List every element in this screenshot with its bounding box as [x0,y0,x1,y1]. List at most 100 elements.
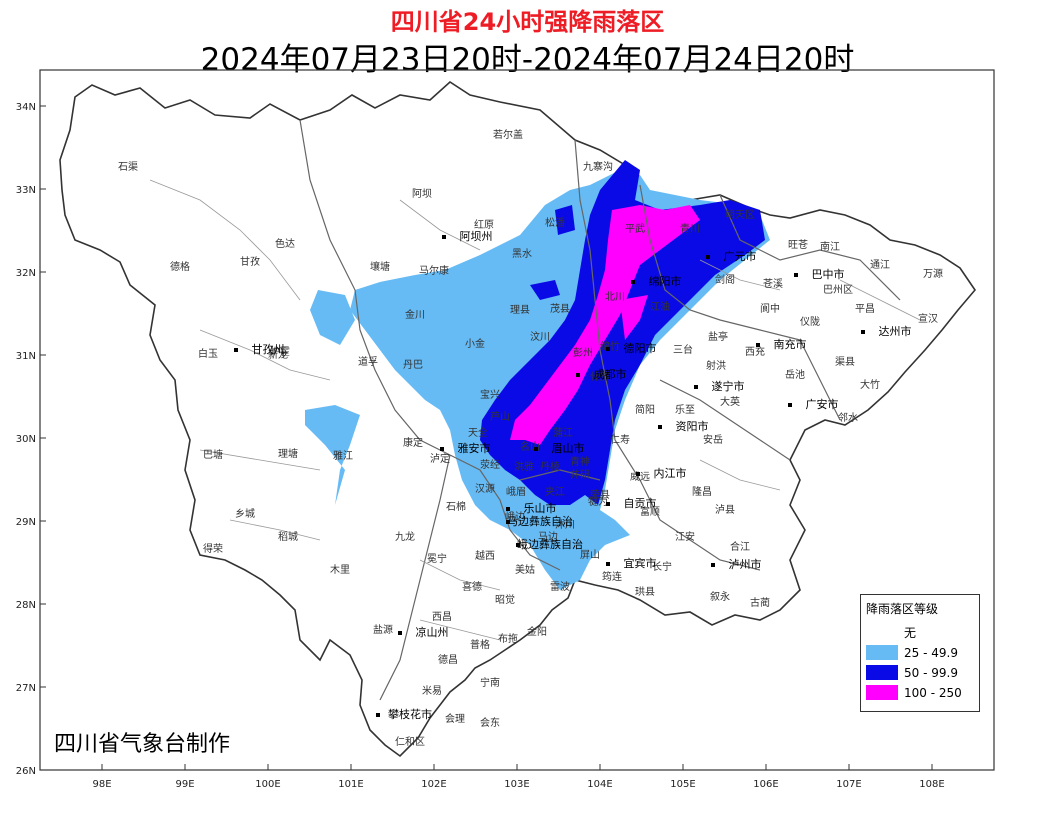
county-label: 色达 [275,237,295,250]
county-label: 阿坝 [412,188,432,200]
county-label: 甘孜 [240,255,260,268]
county-label: 阆中 [760,302,780,315]
lon-label: 108E [919,779,944,790]
county-label: 屏山 [580,549,600,561]
county-label: 茂县 [550,302,570,315]
county-label: 马尔康 [419,264,449,277]
county-label: 西充 [745,345,765,358]
county-label: 康定 [403,436,423,449]
rain-zone-25-49 [310,290,355,345]
prefecture-label: 甘孜州 [252,342,285,356]
county-label: 筠连 [602,570,622,583]
legend-item: 无 [866,625,916,640]
county-label: 荣县 [590,489,610,501]
county-label: 巴州区 [823,284,853,296]
map-title: 四川省24小时强降雨落区 [390,8,665,36]
county-label: 会理 [445,712,465,725]
prefecture-label: 南充市 [774,337,807,351]
legend-label: 25 - 49.9 [904,645,958,660]
county-label: 松潘 [545,216,565,229]
county-label: 犍为 [588,496,608,508]
legend-title: 降雨落区等级 [866,602,939,616]
county-label: 壤塘 [370,260,390,273]
county-label: 岳池 [785,368,805,381]
lon-label: 106E [753,779,778,790]
lon-label: 104E [587,779,612,790]
county-label: 平昌 [855,303,875,315]
county-label: 平武 [625,222,645,235]
county-label: 红原 [474,218,494,231]
county-label: 天全 [468,426,488,439]
legend-swatch [866,665,898,680]
county-label: 喜德 [462,580,482,593]
county-label: 朝天区 [725,209,755,221]
prefecture-label: 达州市 [879,324,912,338]
lon-label: 99E [175,779,194,790]
prefecture-label: 乐山市 [524,501,557,515]
county-label: 石渠 [118,161,138,173]
prefecture-label: 峨边彝族自治 [517,537,583,551]
prefecture-label: 资阳市 [676,419,709,433]
county-label: 青川 [680,222,700,235]
prefecture-marker [694,385,698,389]
map-subtitle: 2024年07月23日20时-2024年07月24日20时 [200,42,855,78]
prefecture-label: 马边彝族自治 [507,514,573,528]
legend-swatch [866,625,898,640]
lat-label: 31N [16,351,36,362]
county-label: 什邡 [590,370,610,383]
county-label: 乡城 [235,508,255,520]
prefecture-marker [440,447,444,451]
county-label: 简阳 [635,403,655,416]
legend-item: 100 - 250 [866,685,962,700]
county-label: 珙县 [635,586,655,598]
county-label: 道孚 [358,355,378,368]
prefecture-label: 宜宾市 [624,556,657,570]
rain-zone-50-99 [530,280,560,300]
legend-label: 无 [904,626,917,640]
county-label: 芦山 [490,411,510,423]
county-label: 仪陇 [800,315,820,328]
county-label: 宁南 [480,676,500,689]
county-label: 名山 [520,440,540,453]
prefecture-marker [576,373,580,377]
prefecture-label: 广元市 [724,249,757,263]
county-boundaries [149,179,921,641]
county-label: 剑阁 [715,273,735,286]
county-label: 德格 [170,260,190,273]
prefecture-marker [861,330,865,334]
county-label: 冕宁 [427,552,447,565]
prefecture-marker [506,507,510,511]
county-label: 荥经 [480,458,500,471]
county-label: 西昌 [432,611,452,623]
prefecture-marker [606,347,610,351]
county-label: 叙永 [710,590,730,603]
county-label: 丹巴 [403,359,423,371]
county-label: 新龙 [268,348,288,361]
county-label: 古蔺 [750,596,770,609]
county-label: 会东 [480,716,500,729]
lat-label: 32N [16,268,36,279]
county-label: 布拖 [498,632,518,645]
county-label: 夹江 [545,485,565,498]
prefecture-label: 遂宁市 [712,379,745,393]
prefecture-label: 攀枝花市 [388,707,432,721]
county-label: 通江 [870,259,890,271]
county-label: 蒲江 [553,426,573,439]
lon-label: 107E [836,779,861,790]
prefecture-label: 自贡市 [624,496,657,510]
rain-zone-50-99 [555,205,575,235]
county-label: 射洪 [706,360,726,372]
county-label: 泸定 [430,452,450,465]
lat-label: 29N [16,517,36,528]
county-label: 金阳 [527,625,547,638]
rain-zone-25-49 [400,325,440,370]
lon-label: 101E [338,779,363,790]
lon-label: 102E [421,779,446,790]
county-label: 德昌 [438,653,458,666]
prefecture-label: 德阳市 [624,341,657,355]
county-label: 美姑 [515,563,535,576]
county-label: 金川 [405,308,425,321]
lon-label: 105E [670,779,695,790]
lat-label: 34N [16,102,36,113]
